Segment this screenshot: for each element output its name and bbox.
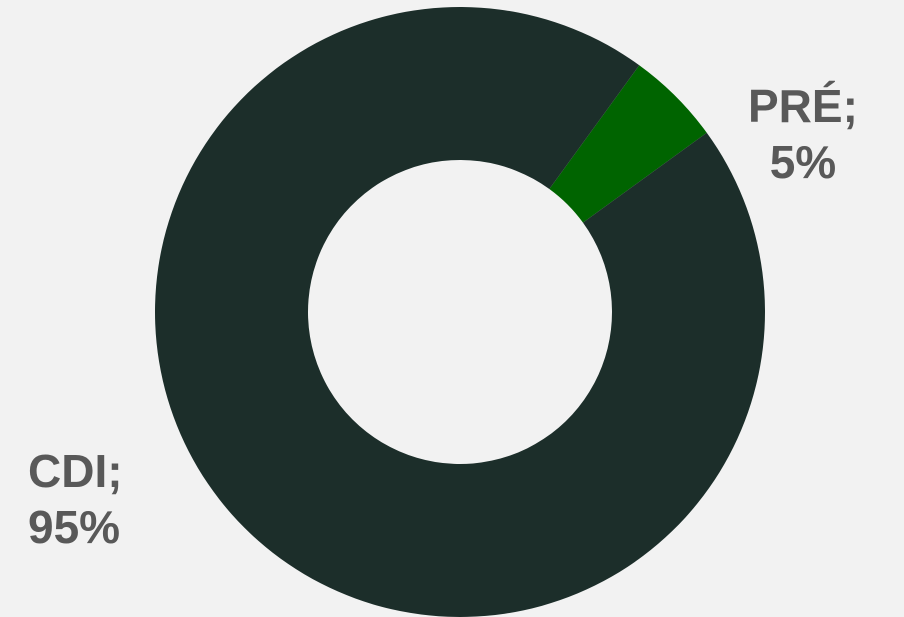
donut-slice-pre — [549, 65, 707, 223]
data-label-pre: PRÉ; 5% — [748, 78, 858, 190]
donut-slices — [155, 7, 765, 617]
donut-slice-cdi — [155, 7, 765, 617]
data-label-cdi: CDI; 95% — [28, 443, 123, 555]
data-label-cdi-value: 95% — [28, 501, 121, 553]
data-label-cdi-name: CDI; — [28, 445, 123, 497]
data-label-pre-value: 5% — [769, 136, 837, 188]
data-label-pre-name: PRÉ; — [748, 80, 858, 132]
